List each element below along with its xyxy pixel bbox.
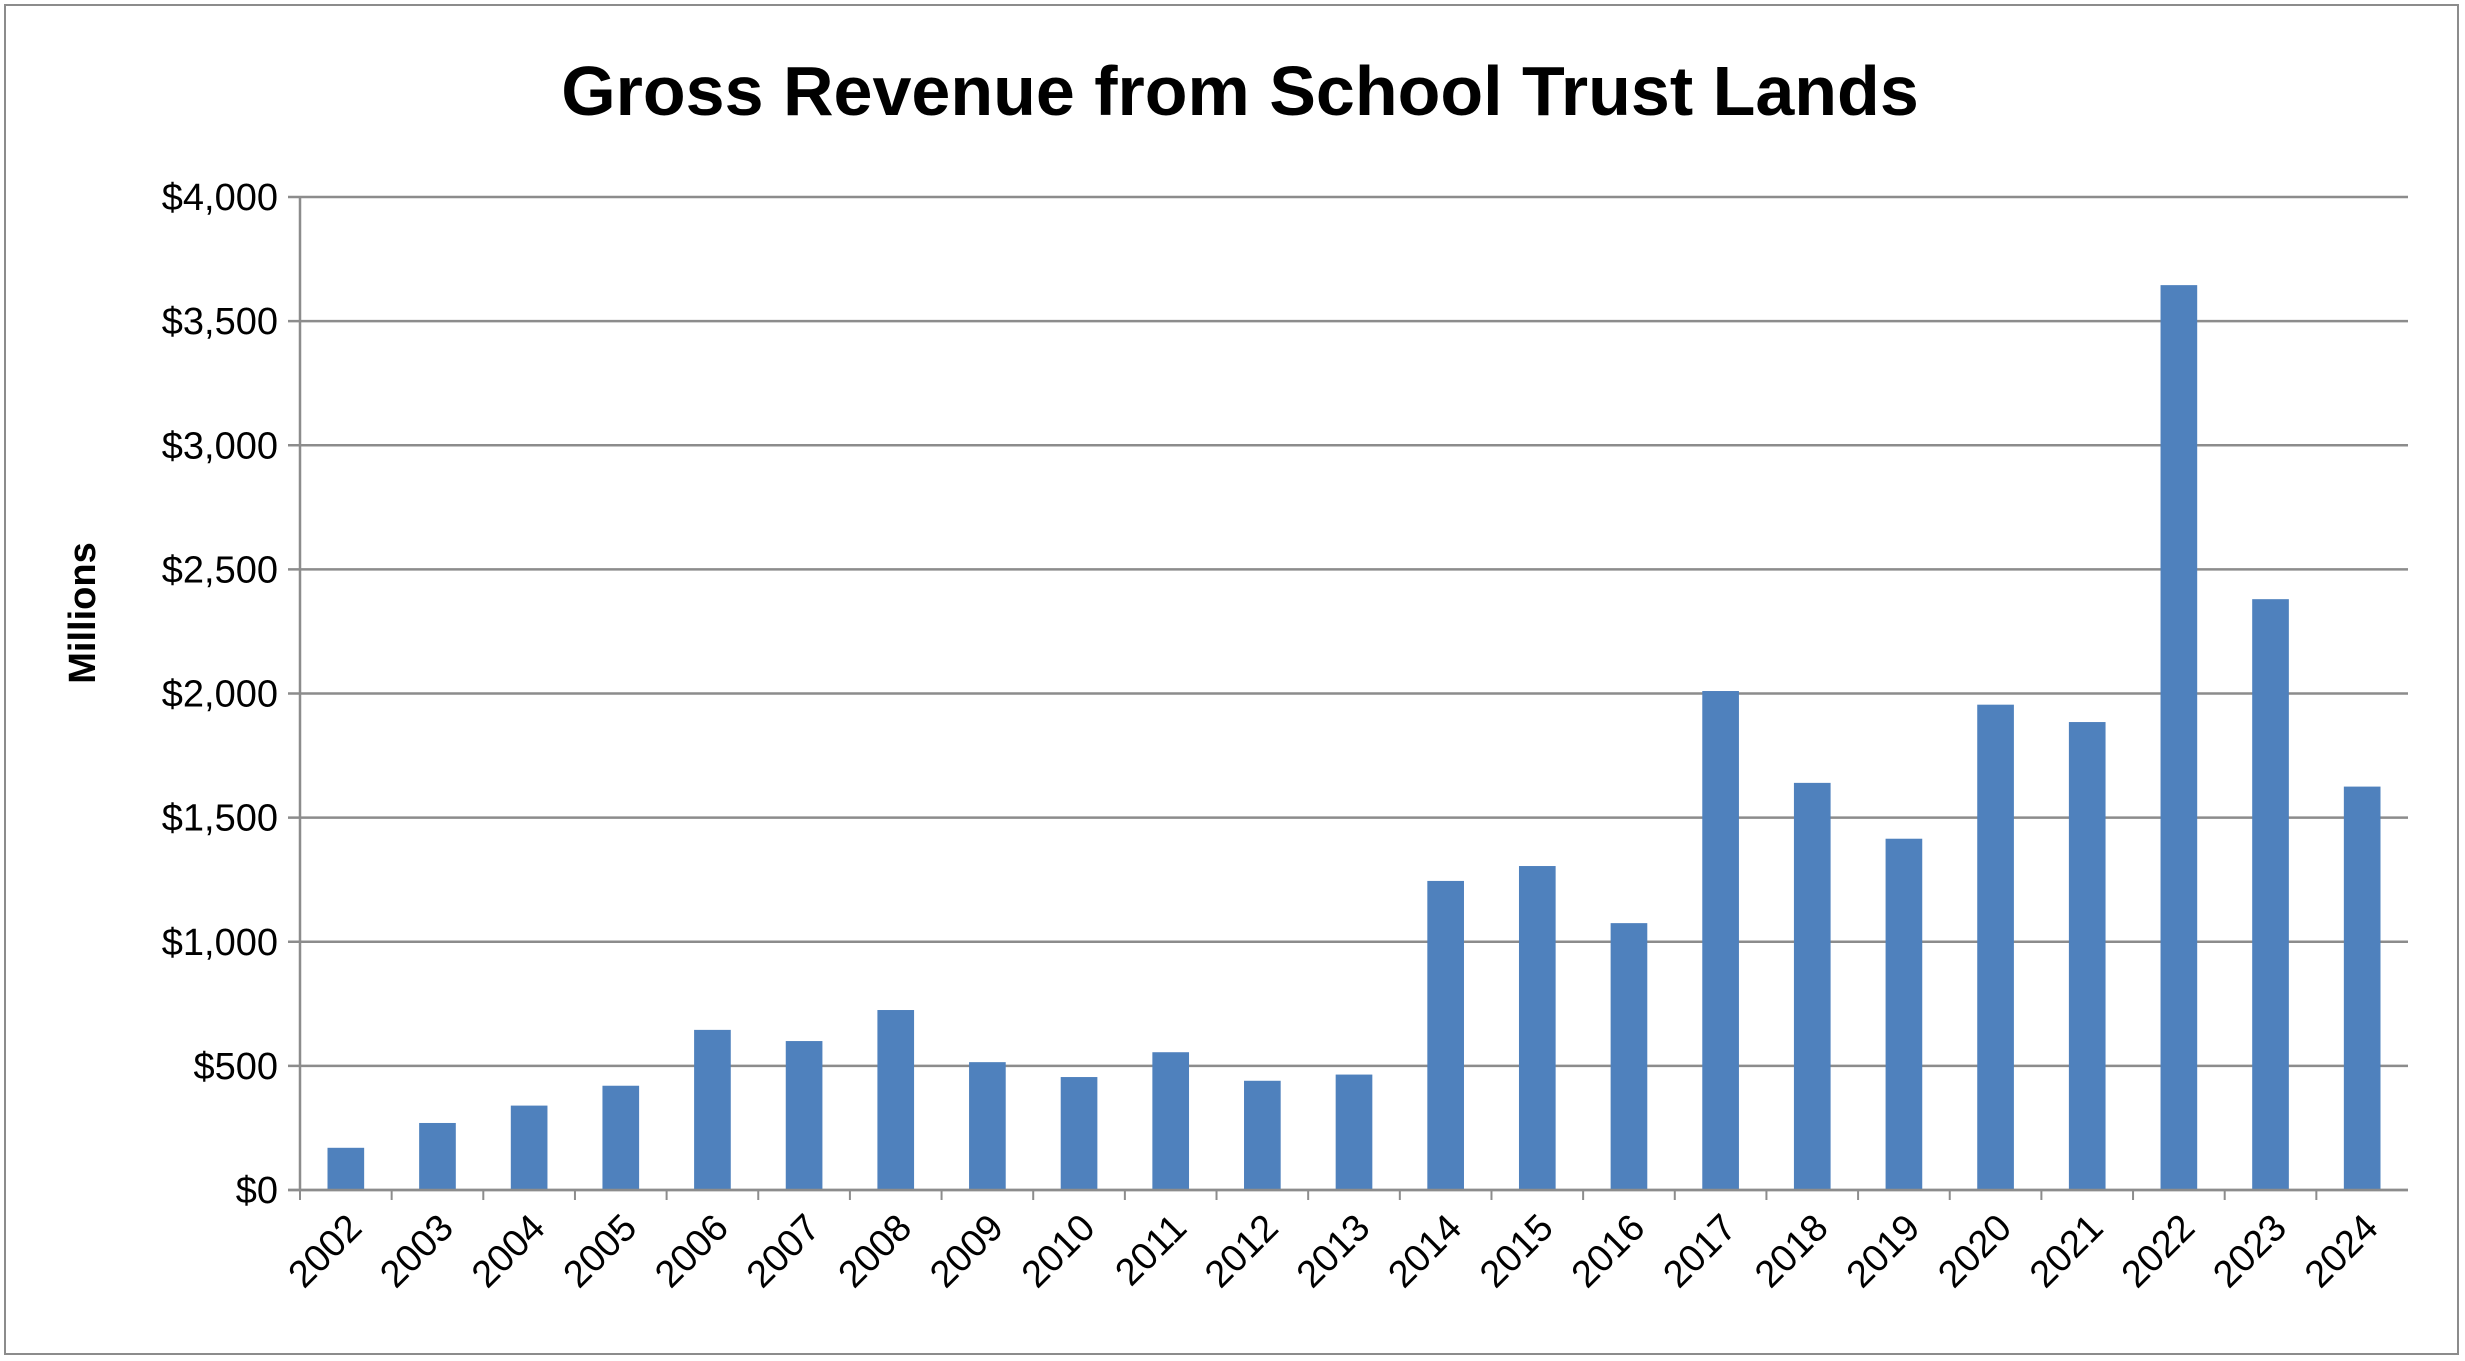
bar-2014 [1427, 880, 1464, 1190]
bar-2019 [1885, 838, 1923, 1190]
bars [327, 285, 2381, 1190]
chart-title: Gross Revenue from School Trust Lands [561, 52, 1919, 130]
bar-2011 [1152, 1052, 1190, 1190]
x-tick-label: 2004 [464, 1207, 553, 1296]
y-tick-label: $0 [236, 1170, 278, 1212]
bar-2010 [1060, 1077, 1098, 1190]
x-tick-label: 2014 [1381, 1207, 1470, 1296]
bar-2006 [694, 1029, 731, 1190]
bar-2023 [2252, 599, 2289, 1190]
x-tick-label: 2006 [647, 1207, 736, 1296]
y-tick-label: $2,000 [162, 674, 278, 716]
x-tick-label: 2012 [1197, 1207, 1286, 1296]
y-axis-label: Millions [62, 542, 104, 683]
y-tick-label: $1,000 [162, 922, 278, 964]
bar-2020 [1977, 704, 2014, 1190]
x-tick-label: 2023 [2205, 1207, 2294, 1296]
x-tick-label: 2007 [739, 1207, 828, 1296]
x-tick-label: 2021 [2022, 1207, 2111, 1296]
x-tick-label: 2024 [2297, 1207, 2386, 1296]
bar-2008 [877, 1010, 915, 1190]
bar-2003 [419, 1122, 456, 1190]
x-tick-label: 2005 [556, 1207, 645, 1296]
x-tick-label: 2010 [1014, 1207, 1103, 1296]
bar-2013 [1335, 1074, 1373, 1190]
y-tick-label: $3,500 [162, 301, 278, 343]
x-axis-ticks: 2002 2003 2004 2005 2006 2007 2008 2009 2010 2011… [281, 1190, 2387, 1296]
x-tick-label: 2002 [281, 1207, 370, 1296]
bar-2007 [785, 1041, 823, 1190]
x-tick-label: 2019 [1839, 1207, 1928, 1296]
x-tick-label: 2022 [2114, 1207, 2203, 1296]
y-tick-label: $500 [193, 1046, 278, 1088]
bar-2016 [1610, 923, 1648, 1190]
x-tick-label: 2008 [831, 1207, 920, 1296]
bar-2005 [602, 1085, 640, 1190]
bar-2022 [2160, 285, 2198, 1190]
y-axis-ticks: $0 $500 $1,000 $1,500 $2,000 $2,500 $3,000 $3,5… [162, 177, 278, 1212]
chart-frame [4, 4, 2459, 1355]
y-tick-label: $4,000 [162, 177, 278, 219]
x-tick-label: 2015 [1472, 1207, 1561, 1296]
x-tick-label: 2017 [1655, 1207, 1744, 1296]
axes [288, 197, 2408, 1192]
x-tick-label: 2016 [1564, 1207, 1653, 1296]
x-tick-label: 2018 [1747, 1207, 1836, 1296]
bar-2002 [327, 1147, 365, 1190]
y-tick-label: $2,500 [162, 549, 278, 591]
bar-2012 [1244, 1080, 1281, 1190]
bar-2015 [1518, 866, 1556, 1190]
bar-2004 [510, 1105, 548, 1190]
x-tick-label: 2003 [372, 1207, 461, 1296]
x-tick-label: 2020 [1930, 1207, 2019, 1296]
y-tick-label: $3,000 [162, 425, 278, 467]
x-tick-label: 2009 [922, 1207, 1011, 1296]
bar-2021 [2068, 722, 2106, 1190]
y-tick-label: $1,500 [162, 798, 278, 840]
bar-2024 [2343, 786, 2381, 1190]
x-tick-label: 2011 [1108, 1207, 1195, 1294]
bar-2018 [1793, 782, 1831, 1190]
bar-2009 [969, 1062, 1006, 1190]
bar-2017 [1702, 691, 1739, 1190]
x-tick-label: 2013 [1289, 1207, 1378, 1296]
